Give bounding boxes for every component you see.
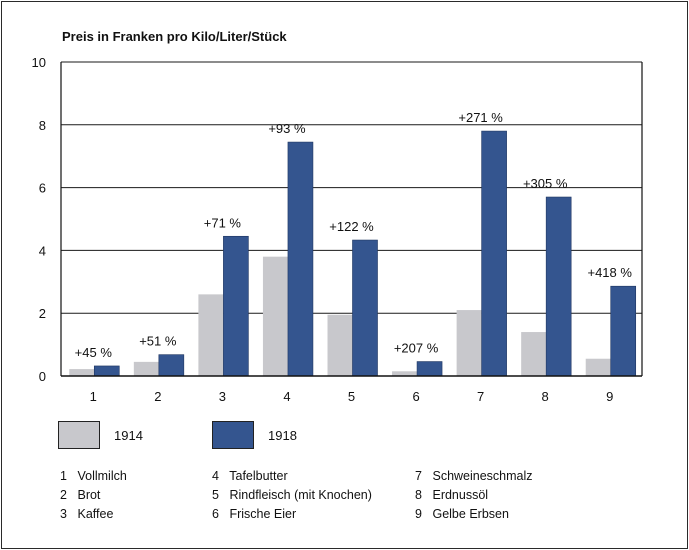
y-tick-label: 6 (39, 181, 46, 196)
bar-1914 (392, 371, 418, 376)
key-label: Brot (77, 488, 101, 502)
legend-item-1918: 1918 (212, 421, 297, 449)
bar-1918 (287, 141, 314, 377)
key-num: 1 (60, 469, 67, 483)
key-column-2: 4 Tafelbutter 5 Rindfleisch (mit Knochen… (212, 467, 372, 524)
key-num: 6 (212, 507, 219, 521)
y-tick-label: 10 (32, 55, 46, 70)
legend-swatch-1918 (212, 421, 254, 449)
chart-title: Preis in Franken pro Kilo/Liter/Stück (62, 29, 287, 44)
bar-1918 (416, 361, 443, 377)
bar-1914 (262, 256, 288, 376)
key-label: Gelbe Erbsen (432, 507, 509, 521)
bar-1914 (327, 314, 353, 376)
x-tick-label: 9 (606, 389, 613, 404)
legend-item-1914: 1914 (58, 421, 143, 449)
key-num: 9 (415, 507, 422, 521)
bar-1918 (545, 196, 572, 377)
bar-1918 (93, 365, 120, 377)
key-item-8: 8 Erdnussöl (415, 486, 533, 505)
bars (69, 130, 637, 377)
key-item-5: 5 Rindfleisch (mit Knochen) (212, 486, 372, 505)
key-label: Kaffee (77, 507, 114, 521)
percent-change-label: +122 % (329, 219, 374, 234)
percent-change-label: +71 % (204, 215, 242, 230)
key-column-3: 7 Schweineschmalz 8 Erdnussöl 9 Gelbe Er… (415, 467, 533, 524)
key-item-6: 6 Frische Eier (212, 505, 372, 524)
legend-label-1918: 1918 (268, 427, 297, 443)
key-label: Schweineschmalz (432, 469, 533, 483)
key-label: Rindfleisch (mit Knochen) (229, 488, 372, 502)
key-item-4: 4 Tafelbutter (212, 467, 372, 486)
bar-1914 (69, 369, 95, 376)
y-tick-label: 8 (39, 118, 46, 133)
bar-1914 (456, 310, 482, 376)
y-tick-label: 2 (39, 306, 46, 321)
percent-change-label: +418 % (587, 265, 632, 280)
key-label: Tafelbutter (229, 469, 288, 483)
key-label: Vollmilch (77, 469, 127, 483)
key-num: 8 (415, 488, 422, 502)
x-tick-label: 2 (154, 389, 161, 404)
axes (60, 62, 643, 377)
key-label: Erdnussöl (432, 488, 489, 502)
bar-1914 (521, 332, 547, 376)
legend-swatch-1914 (58, 421, 100, 449)
key-item-7: 7 Schweineschmalz (415, 467, 533, 486)
key-num: 2 (60, 488, 67, 502)
percent-change-label: +93 % (268, 121, 306, 136)
key-num: 4 (212, 469, 219, 483)
legend-label-1914: 1914 (114, 427, 143, 443)
bar-chart: Preis in Franken pro Kilo/Liter/Stück 0 2… (32, 29, 643, 404)
bar-1918 (158, 354, 185, 377)
key-column-1: 1 Vollmilch 2 Brot 3 Kaffee (60, 467, 127, 524)
x-tick-label: 1 (90, 389, 97, 404)
key-num: 7 (415, 469, 422, 483)
key-item-2: 2 Brot (60, 486, 127, 505)
labels: 0 2 4 6 8 10 +45 % 1 +51 % 2 +71 % 3 +93 % 4 +122 % 5 +2… (32, 55, 633, 404)
y-tick-label: 4 (39, 243, 46, 258)
bar-1914 (198, 294, 224, 376)
bar-1914 (133, 361, 159, 376)
x-tick-label: 5 (348, 389, 355, 404)
percent-change-label: +207 % (394, 341, 439, 356)
percent-change-label: +305 % (523, 176, 568, 191)
percent-change-label: +45 % (75, 345, 113, 360)
x-tick-label: 8 (542, 389, 549, 404)
y-tick-label: 0 (39, 369, 46, 384)
x-tick-label: 3 (219, 389, 226, 404)
key-item-3: 3 Kaffee (60, 505, 127, 524)
bar-1918 (610, 285, 637, 377)
grid-lines (61, 61, 642, 314)
key-num: 5 (212, 488, 219, 502)
bar-1918 (223, 235, 249, 377)
bar-1918 (352, 239, 378, 377)
key-num: 3 (60, 507, 67, 521)
percent-change-label: +51 % (139, 334, 177, 349)
key-item-1: 1 Vollmilch (60, 467, 127, 486)
bar-1914 (585, 358, 611, 376)
key-label: Frische Eier (229, 507, 297, 521)
percent-change-label: +271 % (458, 110, 503, 125)
key-item-9: 9 Gelbe Erbsen (415, 505, 533, 524)
x-tick-label: 7 (477, 389, 484, 404)
bar-1918 (481, 130, 507, 377)
x-tick-label: 6 (412, 389, 419, 404)
x-tick-label: 4 (283, 389, 290, 404)
